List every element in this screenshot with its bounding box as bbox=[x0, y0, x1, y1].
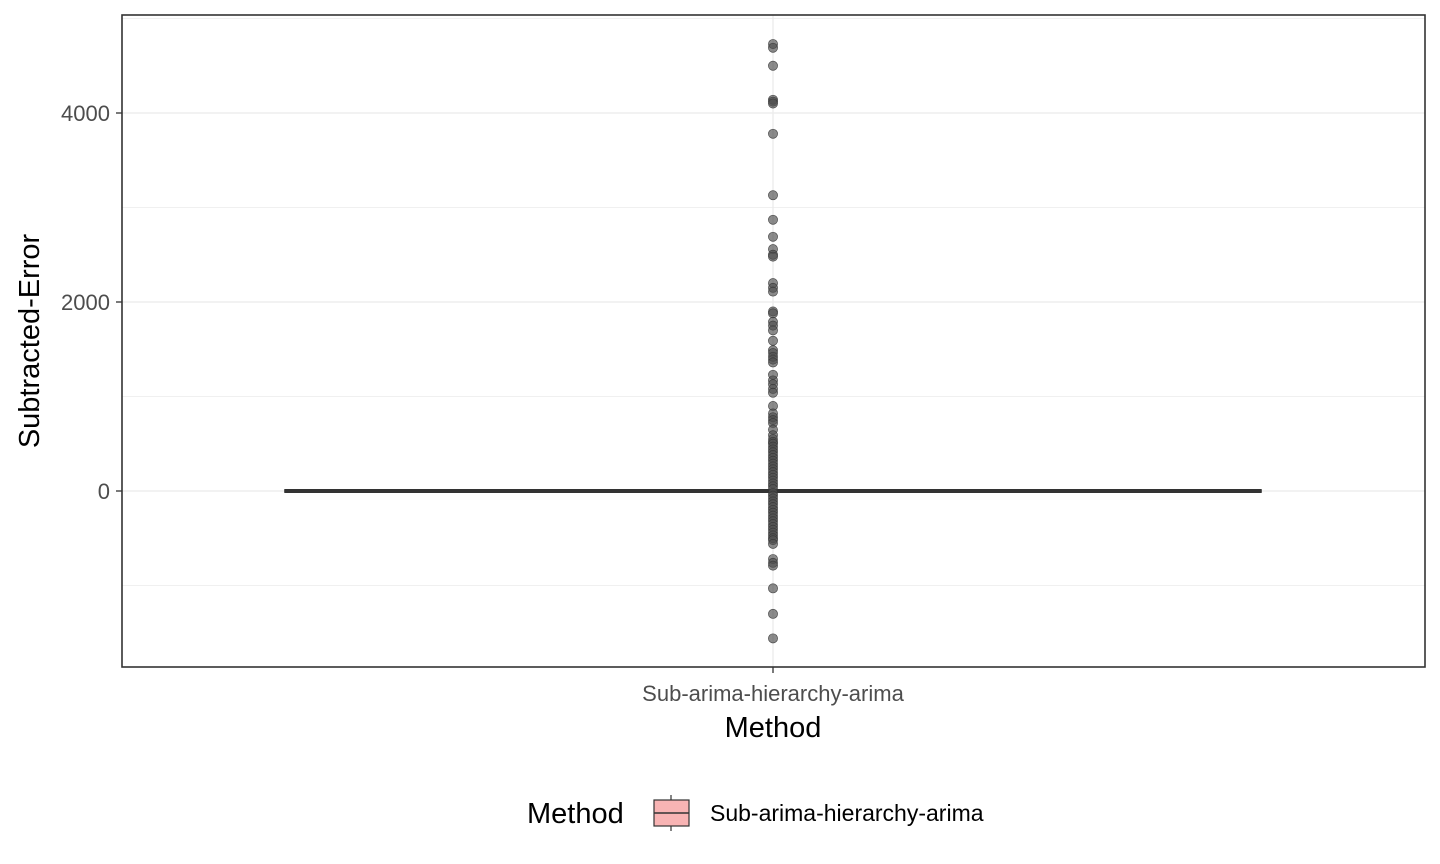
x-tick-label: Sub-arima-hierarchy-arima bbox=[642, 681, 904, 706]
y-axis-title: Subtracted-Error bbox=[14, 233, 46, 448]
legend-title: Method bbox=[527, 798, 624, 830]
outlier-point bbox=[768, 583, 778, 594]
legend-label: Sub-arima-hierarchy-arima bbox=[710, 800, 984, 826]
outlier-point bbox=[768, 387, 778, 398]
y-tick-label: 2000 bbox=[61, 290, 110, 315]
outlier-point bbox=[768, 214, 778, 225]
outlier-point bbox=[768, 538, 778, 549]
outlier-point bbox=[768, 357, 778, 368]
y-axis-ticks: 0 2000 4000 bbox=[61, 101, 122, 504]
outlier-points bbox=[768, 39, 778, 644]
outlier-point bbox=[768, 60, 778, 71]
y-tick-label: 0 bbox=[98, 479, 110, 504]
outlier-point bbox=[768, 190, 778, 201]
outlier-point bbox=[768, 98, 778, 109]
outlier-point bbox=[768, 42, 778, 53]
x-axis-title: Method bbox=[725, 712, 822, 744]
outlier-point bbox=[768, 560, 778, 571]
outlier-point bbox=[768, 128, 778, 139]
outlier-point bbox=[768, 633, 778, 644]
outlier-point bbox=[768, 608, 778, 619]
outlier-point bbox=[768, 251, 778, 262]
outlier-point bbox=[768, 335, 778, 346]
y-tick-label: 4000 bbox=[61, 101, 110, 126]
outlier-point bbox=[768, 308, 778, 319]
legend: Method Sub-arima-hierarchy-arima bbox=[527, 795, 984, 831]
outlier-point bbox=[768, 231, 778, 242]
outlier-point bbox=[768, 325, 778, 336]
outlier-point bbox=[768, 286, 778, 297]
legend-key bbox=[653, 795, 690, 831]
